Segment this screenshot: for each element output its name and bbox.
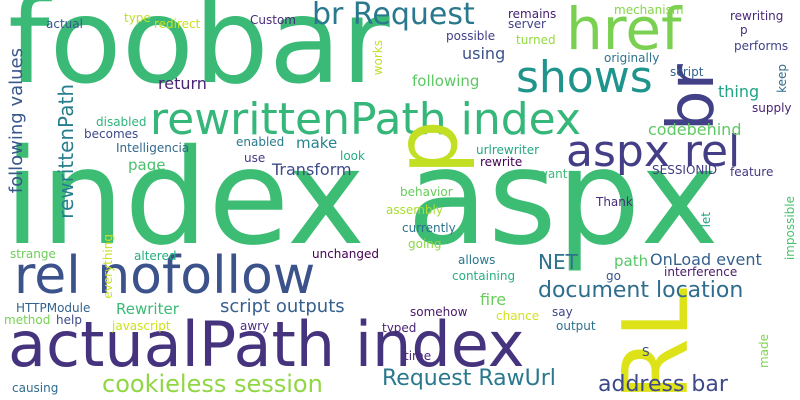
cloud-word-custom: Custom (250, 13, 296, 27)
cloud-word-cookieless-session: cookieless session (102, 370, 323, 398)
cloud-word-return: return (158, 74, 207, 93)
cloud-word-urlrewriter: urlrewriter (476, 143, 540, 157)
cloud-word-path: path (614, 252, 649, 270)
cloud-word-br-request: br Request (312, 0, 475, 32)
cloud-word-request-rawurl: Request RawUrl (382, 366, 556, 391)
cloud-word-make: make (296, 134, 338, 152)
cloud-word-net: NET (538, 250, 578, 274)
cloud-word-say: say (552, 305, 573, 319)
cloud-word-supply: supply (752, 101, 792, 115)
cloud-word-type: type (124, 11, 151, 25)
cloud-word-href: href (566, 0, 682, 63)
cloud-word-index-aspx: index aspx (4, 121, 719, 275)
cloud-word-let: let (699, 212, 713, 228)
cloud-word-httpmodule: HTTPModule (16, 301, 91, 315)
cloud-word-time: time (404, 349, 432, 363)
cloud-word-turned: turned (516, 33, 556, 47)
cloud-word-becomes: becomes (84, 127, 139, 141)
cloud-word-unchanged: unchanged (312, 247, 379, 261)
cloud-word-containing: containing (452, 269, 516, 283)
cloud-word-going: going (408, 237, 442, 251)
cloud-word-interference: interference (664, 265, 738, 279)
cloud-word-using: using (462, 44, 506, 63)
cloud-word-thank: Thank (596, 195, 633, 209)
cloud-word-shows: shows (516, 52, 653, 103)
cloud-word-somehow: somehow (410, 305, 468, 319)
cloud-word-actual: actual (46, 17, 83, 31)
cloud-word-s: S (642, 345, 650, 359)
cloud-word-server: server (508, 17, 546, 31)
cloud-word-help: help (56, 313, 82, 327)
cloud-word-mechanism: mechanism (614, 3, 684, 17)
cloud-word-rewrittenpath-index: rewrittenPath index (150, 94, 581, 145)
cloud-word-typed: typed (382, 321, 417, 335)
cloud-word-made: made (757, 334, 771, 369)
cloud-word-go: go (606, 269, 621, 283)
cloud-word-codebehind: codebehind (648, 120, 742, 139)
cloud-word-document-location: document location (538, 278, 744, 303)
cloud-word-feature: feature (730, 165, 774, 179)
cloud-word-use: use (244, 151, 266, 165)
cloud-word-p: p (377, 120, 477, 175)
cloud-word-intelligencia: Intelligencia (116, 141, 190, 155)
cloud-word-onload-event: OnLoad event (650, 250, 762, 269)
cloud-word-assembly: assembly (386, 203, 443, 217)
cloud-word-javascript: javascript (112, 319, 171, 333)
cloud-word-chance: chance (496, 309, 540, 323)
cloud-word-possible: possible (446, 29, 496, 43)
cloud-word-enabled: enabled (236, 135, 285, 149)
cloud-word-keep: keep (775, 64, 789, 93)
cloud-word-impossible: impossible (783, 196, 797, 261)
cloud-word-originally: originally (604, 51, 660, 65)
cloud-word-aspx-rel: aspx rel (566, 126, 741, 177)
cloud-word-fire: fire (480, 290, 507, 309)
cloud-word-p-small: p (740, 23, 748, 37)
cloud-word-page: page (128, 156, 166, 174)
cloud-word-disabled: disabled (96, 115, 147, 129)
cloud-word-following-values: following values (6, 48, 27, 194)
cloud-word-causing: causing (12, 381, 59, 395)
cloud-word-altered: altered (134, 249, 177, 263)
cloud-word-look: look (340, 149, 365, 163)
cloud-word-awry: awry (240, 319, 270, 333)
cloud-word-script: script (670, 65, 704, 79)
cloud-word-remains: remains (508, 7, 557, 21)
cloud-word-transform: Transform (272, 160, 352, 179)
cloud-word-sessionid: SESSIONID (652, 163, 718, 177)
cloud-word-address-bar: address bar (598, 372, 728, 397)
cloud-word-rewriter: Rewriter (116, 300, 179, 318)
cloud-word-rel-nofollow: rel nofollow (14, 246, 316, 306)
cloud-word-rewrittenpath-vertical: rewrittenPath (54, 84, 78, 219)
cloud-word-behavior: behavior (400, 185, 453, 199)
cloud-word-thing: thing (718, 82, 760, 101)
cloud-word-allows: allows (458, 253, 496, 267)
cloud-word-rewriting: rewriting (730, 9, 784, 23)
cloud-word-following: following (412, 72, 480, 90)
cloud-word-script-outputs: script outputs (220, 296, 345, 317)
cloud-word-method: method (4, 313, 51, 327)
cloud-word-everything: everything (101, 234, 115, 299)
cloud-word-output: output (556, 319, 596, 333)
cloud-word-rewrite: rewrite (480, 155, 523, 169)
cloud-word-strange: strange (10, 247, 56, 261)
cloud-word-redirect: redirect (154, 17, 201, 31)
cloud-word-foobar: foobar (8, 0, 390, 110)
cloud-word-actualpath-index: actualPath index (8, 308, 525, 381)
cloud-word-currently: currently (402, 221, 456, 235)
cloud-word-performs: performs (734, 39, 789, 53)
cloud-word-want: want (538, 167, 568, 181)
cloud-word-works: works (371, 40, 385, 76)
